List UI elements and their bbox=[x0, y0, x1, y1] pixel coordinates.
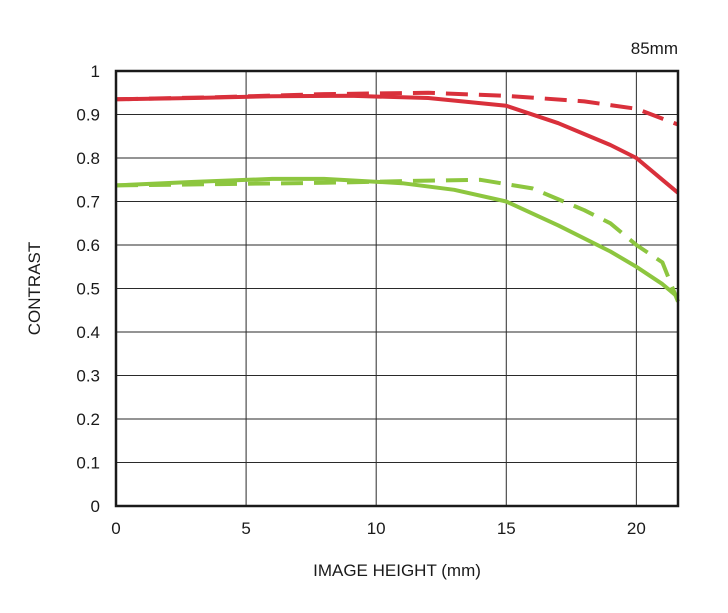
y-tick-label: 0.4 bbox=[76, 323, 100, 342]
y-tick-label: 0.9 bbox=[76, 106, 100, 125]
series-line-2 bbox=[115, 90, 679, 127]
y-tick-label: 0.1 bbox=[76, 454, 100, 473]
x-tick-label: 5 bbox=[241, 519, 250, 538]
y-tick-label: 0.7 bbox=[76, 193, 100, 212]
x-tick-label: 15 bbox=[497, 519, 516, 538]
x-tick-label: 0 bbox=[111, 519, 120, 538]
x-axis-title: IMAGE HEIGHT (mm) bbox=[313, 561, 481, 580]
chart-title: 85mm bbox=[631, 39, 678, 58]
y-tick-label: 0.5 bbox=[76, 280, 100, 299]
series-line-1 bbox=[115, 93, 680, 195]
series-line-4 bbox=[115, 177, 680, 303]
y-tick-label: 0 bbox=[91, 497, 100, 516]
y-tick-label: 1 bbox=[91, 62, 100, 81]
x-axis-ticks: 0 5 10 15 20 bbox=[111, 519, 646, 538]
series-line-3 bbox=[115, 176, 680, 299]
series-lines bbox=[115, 90, 680, 303]
y-tick-label: 0.2 bbox=[76, 410, 100, 429]
plot-frame bbox=[114, 69, 680, 508]
y-axis-title: CONTRAST bbox=[25, 242, 44, 336]
y-tick-label: 0.6 bbox=[76, 236, 100, 255]
y-tick-label: 0.3 bbox=[76, 367, 100, 386]
y-tick-label: 0.8 bbox=[76, 149, 100, 168]
x-tick-label: 20 bbox=[627, 519, 646, 538]
y-axis-ticks: 0 0.1 0.2 0.3 0.4 0.5 0.6 0.7 0.8 0.9 1 bbox=[76, 62, 100, 516]
x-tick-label: 10 bbox=[367, 519, 386, 538]
